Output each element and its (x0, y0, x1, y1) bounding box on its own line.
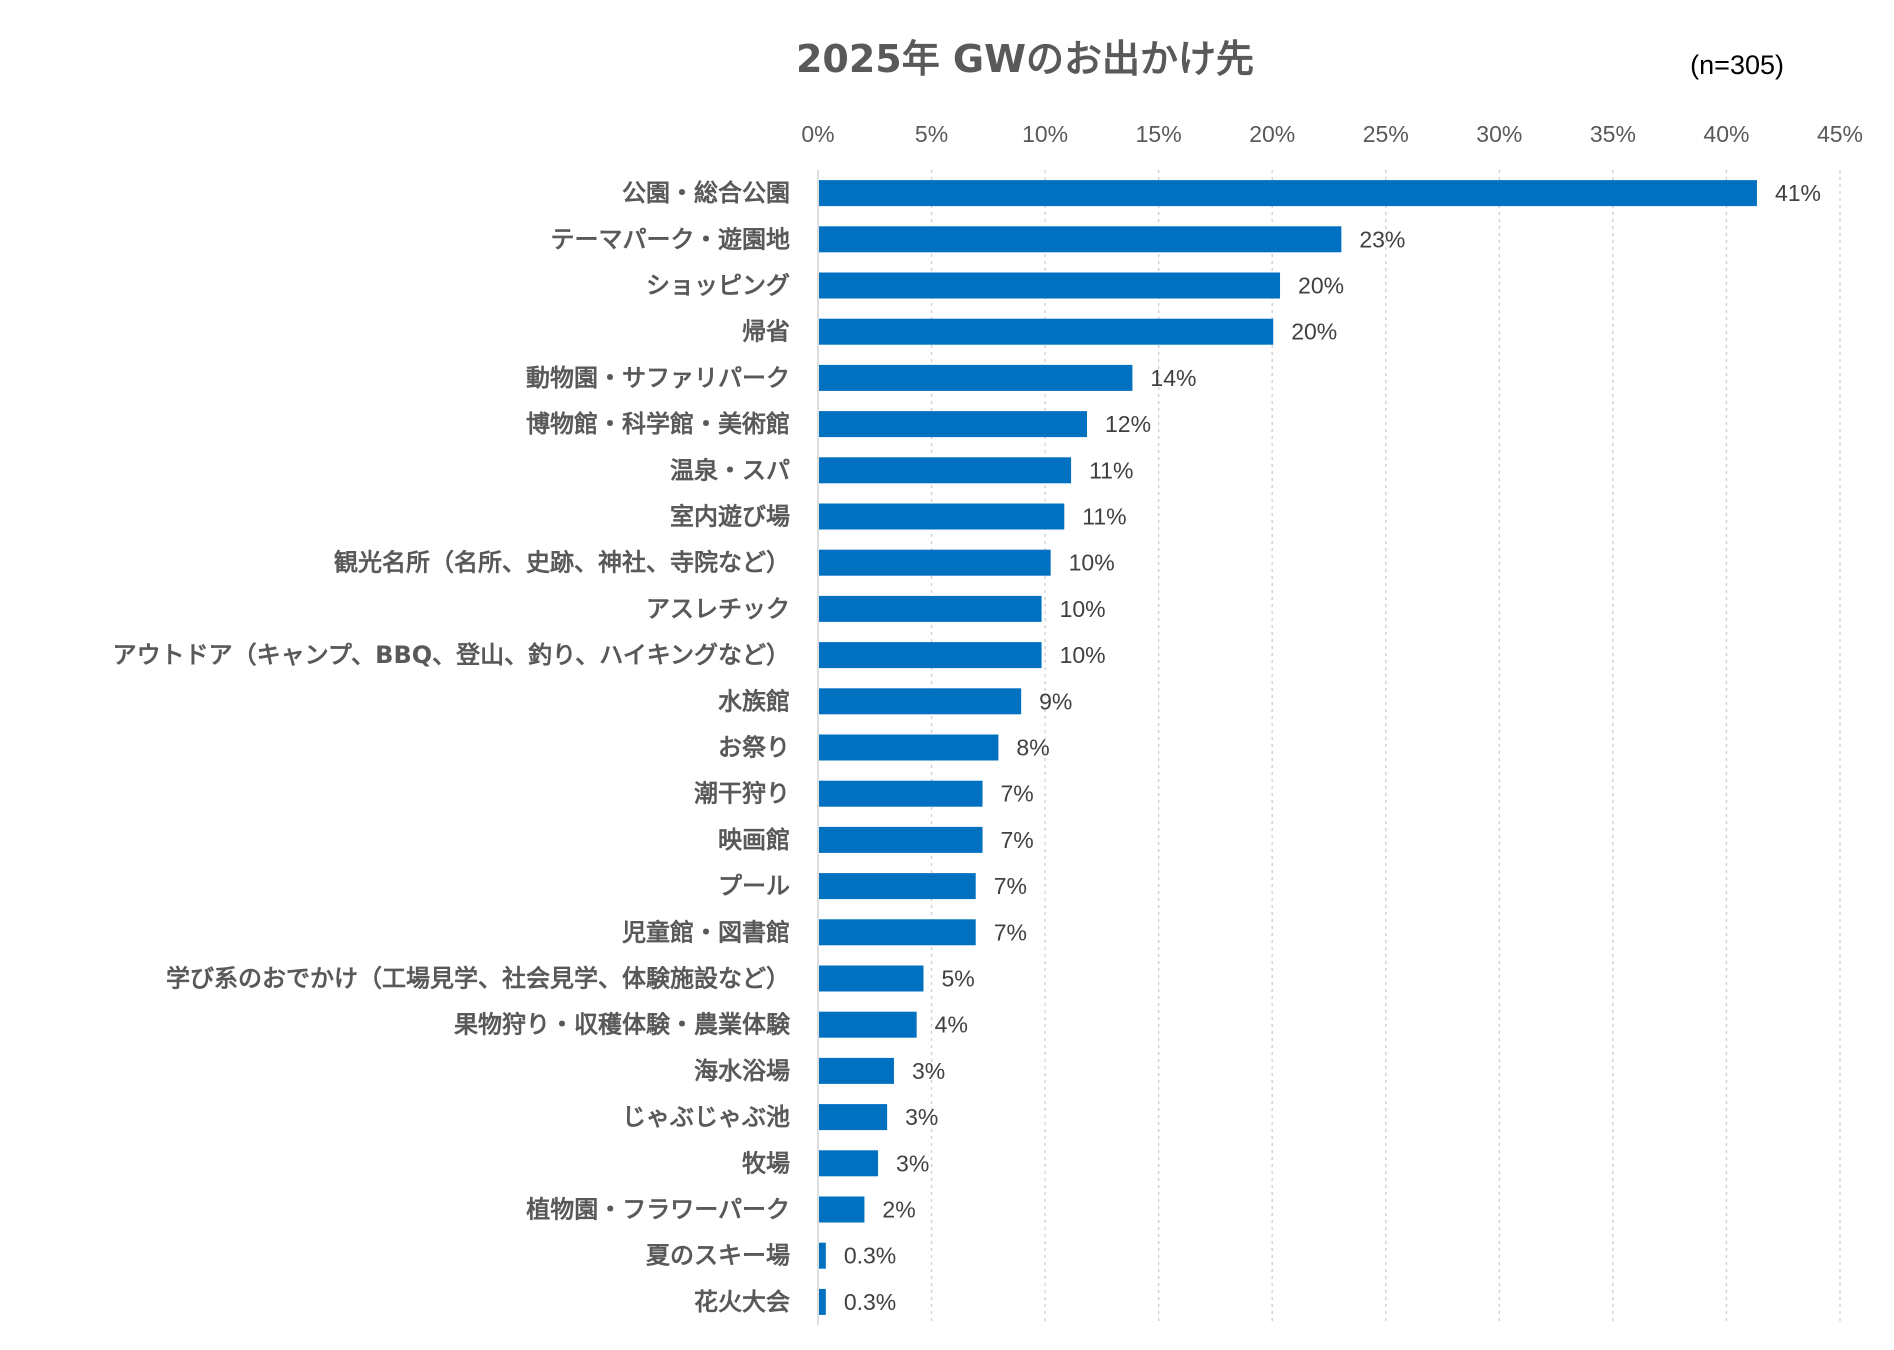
sample-size-note: (n=305) (1690, 50, 1784, 80)
bar (819, 642, 1042, 669)
data-label: 3% (896, 1150, 929, 1176)
category-label: 水族館 (718, 687, 790, 715)
x-tick-label: 40% (1703, 121, 1749, 147)
bar (819, 1104, 888, 1131)
x-axis-ticks: 0% 5% 10% 15% 20% 25% 30% 35% 40% 45% (801, 121, 1863, 147)
data-label: 5% (941, 966, 974, 992)
category-label: 映画館 (718, 826, 790, 854)
category-label: ショッピング (646, 272, 790, 300)
data-label: 10% (1069, 550, 1115, 576)
grid-layer (817, 170, 1841, 1325)
category-label: 潮干狩り (694, 780, 790, 808)
category-label: 果物狩り・収穫体験・農業体験 (454, 1011, 791, 1039)
x-tick-label: 25% (1363, 121, 1409, 147)
x-tick-label: 10% (1022, 121, 1068, 147)
data-label: 0.3% (844, 1289, 896, 1315)
data-label: 20% (1291, 319, 1337, 345)
data-labels: 41% 23% 20% 20% 14% 12% 11% 11% 10% 10% 10% 9% 8% 7% 7… (844, 180, 1821, 1315)
data-label: 10% (1060, 642, 1106, 668)
bar (819, 180, 1757, 207)
bar (819, 595, 1042, 622)
data-label: 7% (1001, 827, 1034, 853)
bar (819, 734, 999, 761)
bar (819, 826, 983, 853)
category-label: 牧場 (742, 1149, 790, 1177)
category-label: 観光名所（名所、史跡、神社、寺院など） (334, 549, 790, 577)
bar (819, 1288, 826, 1315)
category-label: じゃぶじゃぶ池 (622, 1103, 790, 1131)
bar (819, 1242, 826, 1269)
data-label: 7% (1001, 781, 1034, 807)
bar (819, 919, 976, 946)
category-label: 夏のスキー場 (646, 1242, 790, 1270)
x-tick-label: 30% (1476, 121, 1522, 147)
data-label: 9% (1039, 688, 1072, 714)
category-label: 帰省 (742, 318, 790, 346)
x-tick-label: 5% (915, 121, 948, 147)
x-tick-label: 15% (1136, 121, 1182, 147)
data-label: 4% (935, 1012, 968, 1038)
data-label: 8% (1016, 735, 1049, 761)
category-labels: 公園・総合公園テーマパーク・遊園地ショッピング帰省動物園・サファリパーク博物館・… (113, 179, 791, 1316)
data-label: 2% (882, 1197, 915, 1223)
data-label: 12% (1105, 411, 1151, 437)
data-label: 10% (1060, 596, 1106, 622)
data-label: 3% (905, 1104, 938, 1130)
bar (819, 1150, 879, 1177)
category-label: 温泉・スパ (670, 456, 790, 484)
data-label: 0.3% (844, 1243, 896, 1269)
x-tick-label: 45% (1817, 121, 1863, 147)
category-label: 海水浴場 (694, 1057, 790, 1085)
category-label: 公園・総合公園 (622, 179, 790, 207)
bar (819, 549, 1051, 576)
category-label: 博物館・科学館・美術館 (526, 410, 790, 438)
bar (819, 1057, 894, 1084)
category-label: 学び系のおでかけ（工場見学、社会見学、体験施設など） (166, 965, 790, 993)
data-label: 11% (1089, 457, 1133, 483)
bar (819, 457, 1072, 484)
x-tick-label: 20% (1249, 121, 1295, 147)
bar (819, 226, 1342, 253)
category-label: アスレチック (646, 595, 790, 623)
data-label: 3% (912, 1058, 945, 1084)
bar (819, 780, 983, 807)
bar (819, 411, 1087, 438)
bar (819, 1011, 917, 1038)
data-label: 7% (994, 919, 1027, 945)
category-label: お祭り (718, 734, 790, 762)
bar (819, 318, 1274, 345)
data-label: 23% (1359, 226, 1405, 252)
bar (819, 965, 924, 992)
category-label: 室内遊び場 (670, 503, 790, 531)
bar (819, 503, 1065, 530)
bar (819, 272, 1281, 299)
bar (819, 364, 1133, 391)
data-label: 14% (1150, 365, 1196, 391)
bar (819, 688, 1022, 715)
chart-title: 2025年 GWのお出かけ先 (795, 37, 1255, 81)
bars (819, 180, 1757, 1315)
bar (819, 1196, 865, 1223)
category-label: 花火大会 (694, 1288, 790, 1316)
category-label: 動物園・サファリパーク (526, 364, 790, 392)
data-label: 20% (1298, 273, 1344, 299)
x-tick-label: 0% (801, 121, 834, 147)
data-label: 41% (1775, 180, 1821, 206)
x-tick-label: 35% (1590, 121, 1636, 147)
category-label: アウトドア（キャンプ、BBQ、登山、釣り、ハイキングなど） (113, 641, 790, 669)
data-label: 11% (1082, 504, 1126, 530)
category-label: 植物園・フラワーパーク (526, 1196, 790, 1224)
bar (819, 873, 976, 900)
data-label: 7% (994, 873, 1027, 899)
category-label: テーマパーク・遊園地 (550, 225, 790, 253)
category-label: 児童館・図書館 (622, 918, 790, 946)
category-label: プール (718, 872, 790, 900)
